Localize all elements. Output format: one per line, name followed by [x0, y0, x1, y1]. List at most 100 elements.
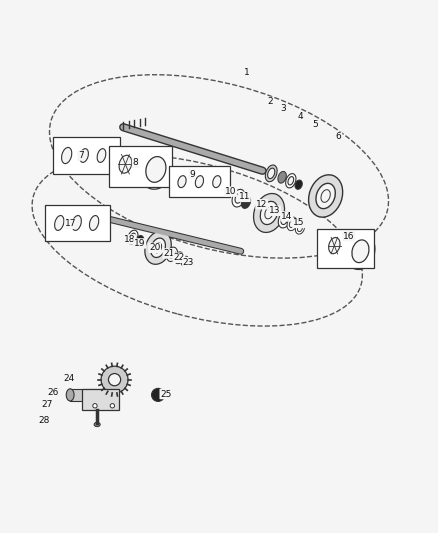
Ellipse shape: [145, 231, 171, 264]
Ellipse shape: [295, 180, 302, 189]
Ellipse shape: [97, 149, 106, 163]
Text: 3: 3: [280, 104, 286, 114]
Text: 19: 19: [134, 239, 145, 248]
Text: 14: 14: [281, 212, 293, 221]
Ellipse shape: [155, 243, 162, 253]
Ellipse shape: [321, 190, 330, 203]
Ellipse shape: [286, 174, 296, 188]
Ellipse shape: [146, 157, 166, 182]
Text: 23: 23: [183, 257, 194, 266]
FancyBboxPatch shape: [317, 229, 374, 268]
Ellipse shape: [324, 232, 345, 260]
Ellipse shape: [316, 183, 336, 208]
Ellipse shape: [181, 256, 189, 266]
Ellipse shape: [232, 189, 245, 207]
Ellipse shape: [110, 403, 115, 408]
Text: 10: 10: [225, 187, 237, 196]
Text: 6: 6: [336, 132, 342, 141]
Ellipse shape: [85, 210, 103, 236]
Ellipse shape: [68, 210, 85, 236]
Ellipse shape: [297, 225, 303, 231]
Text: 1: 1: [244, 68, 250, 77]
Ellipse shape: [93, 403, 97, 408]
Ellipse shape: [89, 215, 99, 230]
Ellipse shape: [151, 238, 166, 257]
Ellipse shape: [178, 176, 186, 188]
Ellipse shape: [51, 210, 68, 236]
Ellipse shape: [265, 165, 277, 182]
Ellipse shape: [213, 176, 221, 188]
Ellipse shape: [94, 144, 110, 167]
Ellipse shape: [113, 148, 138, 180]
Ellipse shape: [195, 176, 204, 188]
Text: 26: 26: [47, 388, 58, 397]
Ellipse shape: [169, 250, 175, 259]
Ellipse shape: [192, 172, 207, 192]
Text: 17: 17: [65, 220, 77, 228]
FancyBboxPatch shape: [53, 137, 120, 174]
Text: 4: 4: [298, 112, 304, 122]
Ellipse shape: [261, 203, 277, 223]
Ellipse shape: [278, 212, 290, 228]
Text: 20: 20: [149, 243, 160, 252]
Ellipse shape: [177, 254, 181, 261]
Text: 27: 27: [42, 400, 53, 409]
Text: 21: 21: [163, 249, 175, 258]
Text: 7: 7: [78, 151, 84, 160]
Ellipse shape: [241, 196, 251, 208]
Text: 24: 24: [63, 374, 74, 383]
Text: 2: 2: [268, 98, 273, 107]
Ellipse shape: [152, 389, 165, 401]
FancyBboxPatch shape: [109, 146, 172, 187]
Ellipse shape: [317, 184, 334, 207]
Ellipse shape: [151, 238, 165, 257]
Ellipse shape: [287, 217, 297, 231]
Text: 5: 5: [312, 120, 318, 129]
Ellipse shape: [352, 240, 369, 263]
FancyBboxPatch shape: [82, 389, 119, 410]
Text: 13: 13: [269, 206, 280, 215]
Text: 15: 15: [293, 219, 304, 228]
Ellipse shape: [136, 236, 144, 246]
Ellipse shape: [278, 172, 286, 183]
Ellipse shape: [254, 193, 285, 232]
Ellipse shape: [119, 155, 132, 173]
Ellipse shape: [130, 233, 136, 241]
FancyBboxPatch shape: [46, 205, 110, 241]
Ellipse shape: [281, 215, 288, 224]
Ellipse shape: [80, 149, 88, 163]
Text: 8: 8: [133, 158, 138, 167]
FancyBboxPatch shape: [70, 389, 102, 401]
Ellipse shape: [235, 193, 242, 203]
Text: 18: 18: [124, 235, 135, 244]
Ellipse shape: [295, 222, 304, 234]
Ellipse shape: [72, 215, 81, 230]
Ellipse shape: [346, 233, 375, 270]
Ellipse shape: [288, 176, 294, 185]
Ellipse shape: [62, 148, 72, 164]
Ellipse shape: [265, 207, 273, 219]
Ellipse shape: [309, 175, 343, 217]
Text: 25: 25: [160, 390, 172, 399]
Ellipse shape: [127, 230, 138, 245]
Text: 9: 9: [189, 169, 195, 179]
Ellipse shape: [268, 168, 275, 179]
Ellipse shape: [139, 150, 173, 189]
Ellipse shape: [57, 142, 76, 169]
Ellipse shape: [174, 252, 184, 264]
Ellipse shape: [76, 144, 92, 167]
Ellipse shape: [101, 366, 128, 393]
Ellipse shape: [94, 422, 100, 426]
Text: 12: 12: [256, 200, 267, 209]
FancyBboxPatch shape: [169, 166, 230, 197]
Ellipse shape: [109, 374, 120, 386]
Ellipse shape: [66, 389, 74, 401]
Ellipse shape: [55, 215, 64, 230]
Text: 16: 16: [343, 231, 354, 240]
Text: 11: 11: [239, 192, 250, 201]
Ellipse shape: [290, 220, 295, 228]
Ellipse shape: [328, 238, 340, 254]
Ellipse shape: [260, 201, 278, 224]
Text: 28: 28: [39, 416, 50, 425]
Ellipse shape: [209, 172, 224, 192]
